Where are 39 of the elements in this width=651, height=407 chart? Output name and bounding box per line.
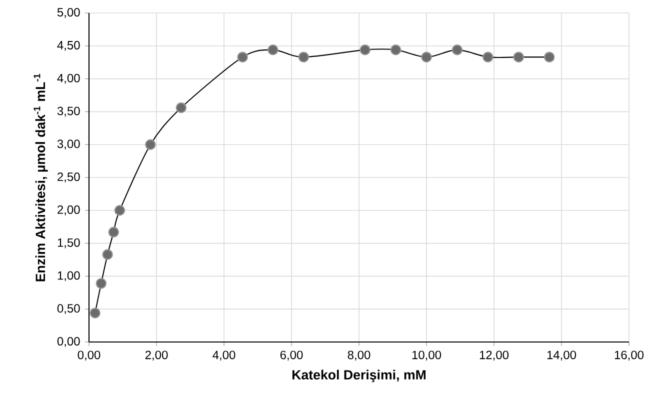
point [108,226,119,238]
y-tick-label: 1,50 [58,238,80,248]
point [452,44,463,56]
point [102,249,113,260]
point [298,52,309,62]
y-tick-label: 2,50 [58,172,80,182]
point [114,205,126,216]
x-tick-label: 16,00 [614,350,644,361]
y-tick-label: 5,00 [57,8,80,18]
y-tick-label: 4,00 [57,74,80,84]
x-tick-label: 12,00 [480,350,509,361]
point [268,44,278,56]
point [421,52,432,62]
point [176,102,186,114]
y-tick-label: 3,00 [57,140,80,150]
x-axis-title: Katekol Derişimi, mM [292,370,426,382]
point [482,52,494,62]
x-tick-label: 8,00 [348,350,370,361]
y-axis-title: Enzim Aktivitesi, µmol dak$^{-1}$ mL$^{-1}$ [34,74,48,282]
x-tick-label: 6,00 [280,350,303,361]
point [96,278,106,289]
y-tick-label: 2,00 [58,205,80,216]
x-tick-label: 0,00 [78,350,100,361]
x-tick-label: 10,00 [412,350,442,361]
point [237,52,248,62]
point [390,44,402,56]
y-tick-label: 3,50 [57,106,80,117]
x-tick-label: 4,00 [212,350,236,361]
point [544,52,555,62]
y-tick-label: 0,00 [57,337,80,347]
x-tick-label: 2,00 [145,350,168,361]
x-tick-label: 14,00 [547,350,576,361]
y-tick-label: 0,50 [57,304,80,314]
point [360,44,370,56]
point [513,52,524,62]
point [145,139,156,150]
point [90,308,100,318]
y-tick-label: 4,50 [57,40,80,51]
y-tick-label: 1,00 [58,271,80,282]
